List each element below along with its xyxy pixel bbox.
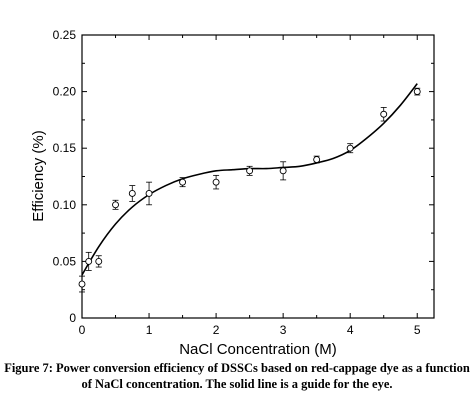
data-point [246,167,254,175]
x-tick-label: 4 [347,323,354,337]
y-tick-label: 0.05 [53,254,77,268]
data-point [313,156,321,163]
y-tick-label: 0 [69,311,76,325]
caption-line-1: Figure 7: Power conversion efficiency of… [4,361,470,375]
x-tick-label: 3 [280,323,287,337]
data-point [179,178,187,186]
data-point [78,280,86,288]
y-tick-label: 0.25 [53,28,77,42]
data-points [78,88,421,288]
axis-ticks: 0 1 2 3 4 5 0 0.05 0.10 0.15 0.20 0.25 [53,28,434,337]
data-point [145,190,153,197]
y-tick-label: 0.15 [53,141,77,155]
data-point [346,144,354,152]
y-tick-label: 0.20 [53,85,77,99]
x-tick-label: 5 [414,323,421,337]
data-point [279,167,287,175]
figure-caption: Figure 7: Power conversion efficiency of… [0,360,474,392]
plot-frame [81,34,435,319]
y-axis-label: Efficiency (%) [30,130,47,221]
x-tick-label: 1 [146,323,153,337]
x-tick-label: 2 [213,323,220,337]
data-point [413,88,421,96]
caption-line-2: of NaCl concentration. The solid line is… [81,377,393,391]
data-point [212,178,220,186]
guide-line [81,83,418,276]
x-axis-label: NaCl Concentration (M) [179,341,337,358]
data-point [380,110,388,118]
data-point [85,257,93,265]
guide-curve [81,83,418,276]
efficiency-chart: 0 1 2 3 4 5 0 0.05 0.10 0.15 0.20 0.25 NaCl Concent… [30,28,435,358]
data-point [112,201,119,209]
y-tick-label: 0.10 [53,198,77,212]
x-tick-label: 0 [79,323,86,337]
error-bars [79,87,421,293]
data-point [128,190,136,197]
data-point [95,257,103,265]
